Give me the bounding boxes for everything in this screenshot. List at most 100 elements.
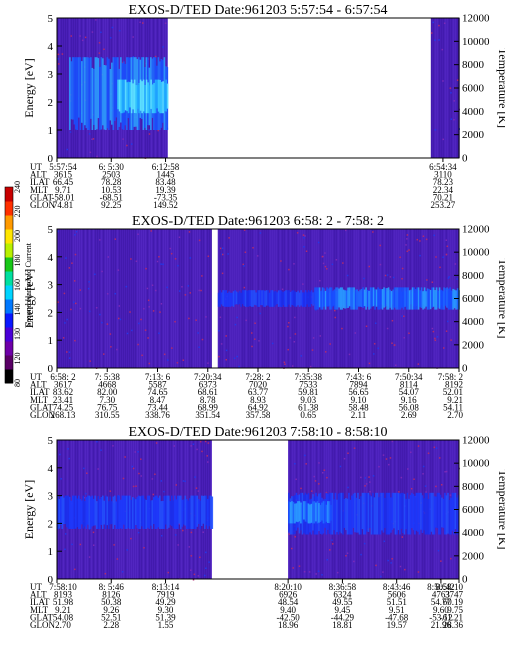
feature-column [315,502,317,522]
texture-streak [195,229,196,368]
texture-streak [85,229,86,368]
texture-streak [133,229,134,368]
noise-speck [197,332,199,334]
feature-column [324,501,326,524]
colorbar-segment [5,229,13,244]
feature-band [57,495,214,529]
feature-column [392,289,394,310]
feature-column [76,498,79,528]
feature-column [108,58,110,131]
noise-speck [283,361,286,364]
texture-streak [63,229,64,368]
feature-column [403,493,406,535]
noise-speck [117,317,120,320]
feature-column [416,287,418,310]
feature-column [335,287,337,310]
orbit-value: 7:43: 6 [346,372,372,382]
feature-column [391,492,394,530]
feature-column [76,57,79,131]
feature-column [106,496,109,526]
noise-speck [432,330,435,333]
noise-speck [406,250,409,253]
orbit-value: 3110 [434,170,452,180]
noise-speck [410,487,413,490]
feature-column [121,495,124,529]
feature-column [439,494,442,535]
feature-column [430,492,433,532]
texture-streak [434,18,436,158]
colorbar-segment [5,257,13,272]
noise-speck [382,571,384,573]
feature-column [100,496,103,525]
feature-column [156,495,158,529]
noise-speck [137,451,139,453]
noise-speck [201,450,203,453]
feature-column [307,290,310,307]
colorbar-tick-label: 80 [13,379,22,387]
feature-column [229,292,232,307]
noise-speck [60,478,62,480]
noise-speck [259,232,262,234]
feature-column [300,502,302,524]
feature-column [147,495,149,528]
feature-column [306,502,308,523]
feature-column [271,290,274,307]
orbit-value: 19.39 [155,185,176,195]
texture-streak [79,229,80,368]
noise-speck [450,339,452,341]
feature-column [138,82,140,114]
noise-speck [288,533,291,535]
noise-speck [174,258,177,260]
noise-speck [401,315,403,317]
noise-speck [305,250,308,253]
noise-speck [289,337,292,339]
noise-speck [336,571,339,574]
feature-column [426,288,429,310]
noise-speck [364,477,367,479]
feature-column [126,82,128,112]
noise-speck [208,561,210,563]
feature-column [105,65,107,130]
texture-streak [440,18,442,158]
noise-speck [132,485,135,488]
noise-speck [435,447,438,449]
noise-speck [400,476,403,479]
texture-streak [165,229,166,368]
noise-speck [140,475,142,477]
feature-column [195,495,197,529]
noise-speck [422,235,425,238]
noise-speck [302,283,304,285]
noise-speck [456,278,458,280]
feature-column [120,79,122,114]
noise-speck [401,267,404,270]
orbit-value: 28.36 [443,620,464,630]
feature-column [400,492,403,529]
orbit-value: 7:58: 2 [438,372,463,382]
noise-speck [449,494,452,496]
noise-speck [151,284,154,287]
texture-streak [93,229,94,368]
feature-column [88,495,91,529]
feature-column [345,290,348,309]
feature-column [259,290,262,306]
noise-speck [287,348,289,351]
feature-column [326,287,328,307]
feature-column [73,495,76,529]
orbit-value: 18.81 [332,620,352,630]
feature-column [315,287,318,310]
feature-column [321,502,323,521]
feature-column [261,290,263,306]
y-right-tick-label: 12000 [462,224,490,236]
noise-speck [445,330,448,332]
noise-speck [387,559,389,562]
noise-speck [369,490,371,493]
feature-column [370,496,373,535]
noise-speck [184,294,187,296]
noise-speck [408,332,410,335]
colorbar-segment [5,355,13,370]
noise-speck [68,457,70,460]
feature-column [210,495,212,529]
noise-speck [57,58,60,60]
texture-streak [67,229,68,368]
colorbar-segment [5,341,13,356]
